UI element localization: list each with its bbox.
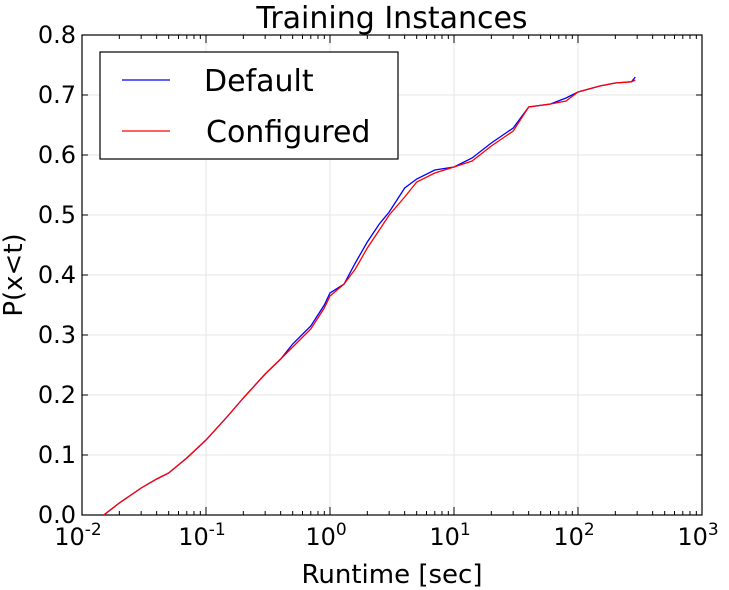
x-tick-base: 10	[178, 523, 209, 551]
x-tick-exponent: -1	[209, 520, 226, 540]
y-tick-label: 0.2	[38, 381, 76, 409]
y-tick-label: 0.8	[38, 21, 76, 49]
x-tick-label: 10-1	[178, 520, 226, 551]
legend-label-configured: Configured	[206, 115, 370, 150]
chart-title: Training Instances	[255, 1, 527, 36]
x-tick-exponent: 3	[708, 520, 719, 540]
x-tick-base: 10	[429, 523, 460, 551]
ticks: 0.00.10.20.30.40.50.60.70.810-2 10-1 100 10…	[38, 21, 719, 551]
x-tick-base: 10	[553, 523, 584, 551]
x-tick-label: 103	[677, 520, 718, 551]
y-tick-label: 0.1	[38, 441, 76, 469]
x-tick-exponent: 2	[584, 520, 595, 540]
legend-label-default: Default	[204, 64, 314, 99]
series-line-configured	[103, 79, 636, 516]
x-tick-label: 101	[429, 520, 470, 551]
series-layer	[103, 76, 636, 516]
legend-box	[99, 51, 399, 160]
x-tick-base: 10	[54, 523, 85, 551]
x-tick-label: 102	[553, 520, 594, 551]
y-tick-label: 0.6	[38, 141, 76, 169]
x-axis-label: Runtime [sec]	[302, 560, 483, 590]
y-tick-label: 0.3	[38, 321, 76, 349]
x-tick-base: 10	[677, 523, 708, 551]
x-tick-exponent: 1	[460, 520, 471, 540]
legend: Default Configured	[99, 51, 399, 160]
y-tick-label: 0.0	[38, 501, 76, 529]
y-axis-label: P(x<t)	[0, 233, 29, 316]
x-tick-exponent: 0	[336, 520, 347, 540]
x-tick-exponent: -2	[85, 520, 102, 540]
y-tick-label: 0.7	[38, 81, 76, 109]
x-tick-label: 10-2	[54, 520, 102, 551]
y-tick-label: 0.4	[38, 261, 76, 289]
x-tick-base: 10	[305, 523, 336, 551]
y-tick-label: 0.5	[38, 201, 76, 229]
x-tick-label: 100	[305, 520, 346, 551]
